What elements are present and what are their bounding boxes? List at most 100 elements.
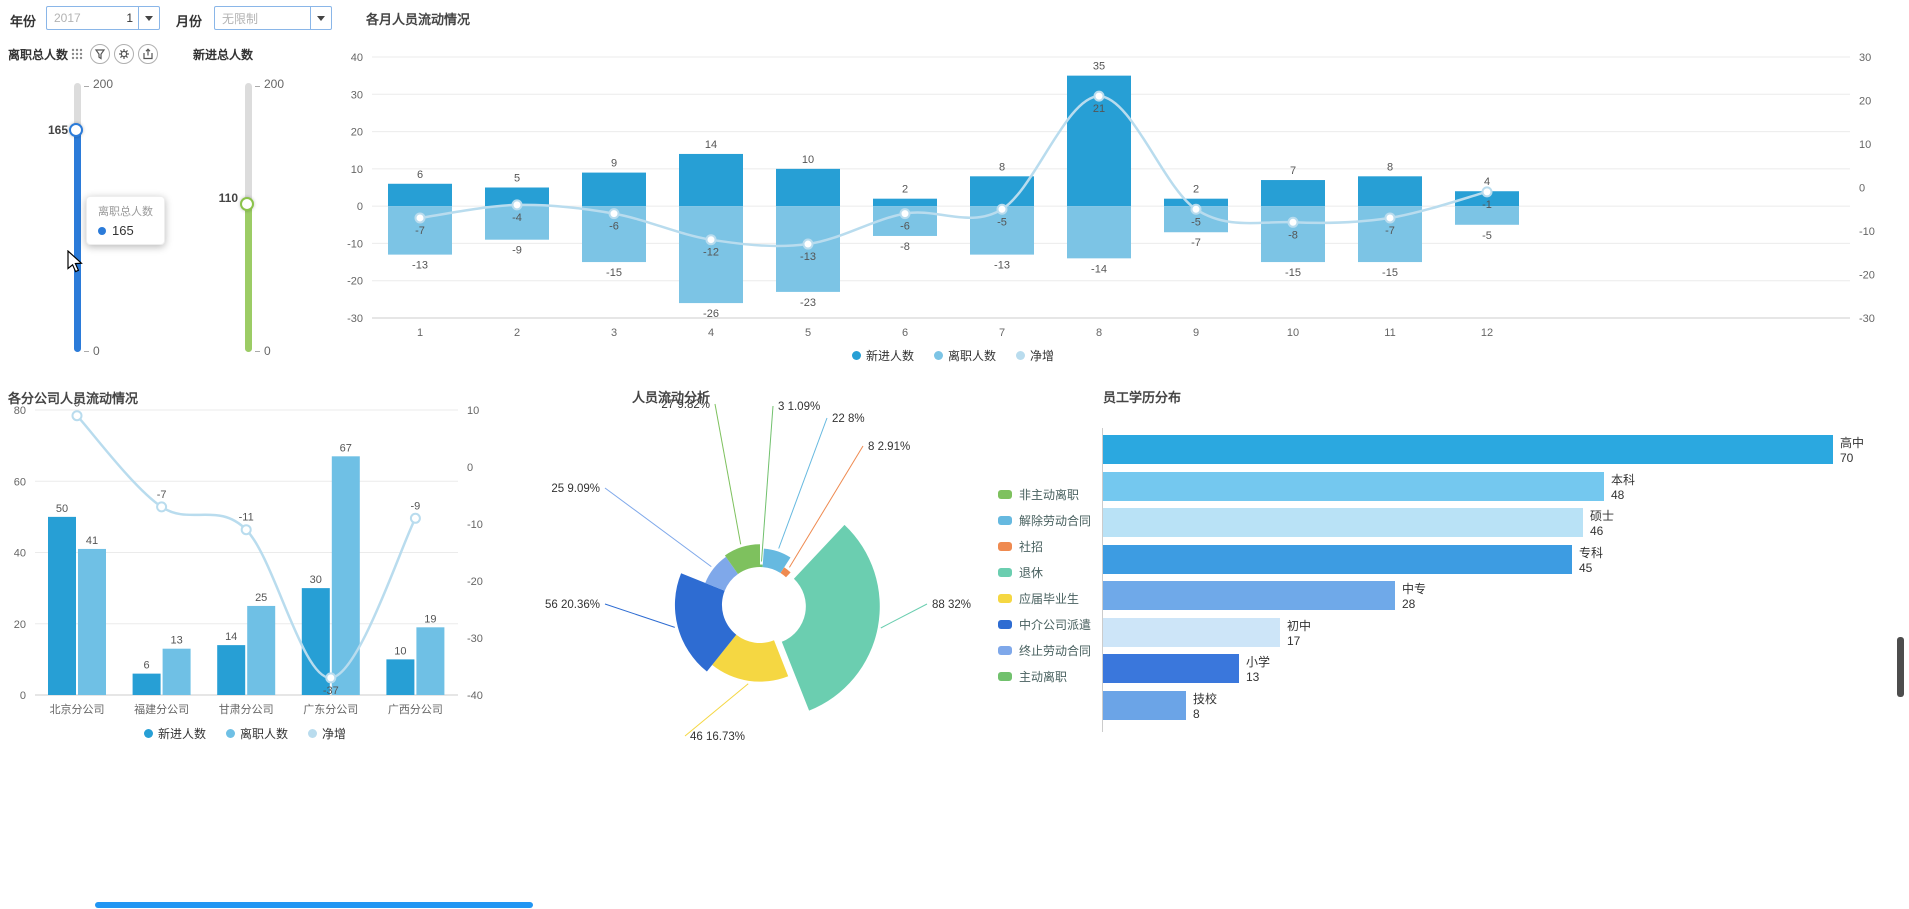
bar-leave[interactable] [679, 206, 743, 304]
legend-item-终止劳动合同[interactable]: 终止劳动合同 [998, 642, 1091, 659]
bar-hire[interactable] [1164, 198, 1228, 207]
legend-item-解除劳动合同[interactable]: 解除劳动合同 [998, 512, 1091, 529]
pie-slice-中介公司派遣[interactable] [674, 573, 737, 672]
edu-bar-初中[interactable] [1103, 617, 1280, 647]
legend-label: 解除劳动合同 [1019, 514, 1092, 528]
net-line-point[interactable] [1481, 186, 1493, 198]
edu-bar-小学[interactable] [1103, 654, 1239, 683]
bar-leave[interactable] [1455, 206, 1519, 225]
monthly-chart-canvas: 403020100-10-20-303020100-10-20-3016-132… [347, 52, 1875, 339]
bar-leave[interactable] [1067, 206, 1131, 259]
net-line-point[interactable] [1287, 216, 1299, 228]
net-line-point[interactable] [1190, 203, 1202, 215]
bar-hire[interactable] [386, 659, 415, 695]
legend-item-新进人数[interactable]: 新进人数 [143, 725, 206, 742]
month-dropdown-button[interactable] [310, 7, 331, 29]
edu-bar-技校[interactable] [1103, 690, 1186, 720]
net-line-point[interactable] [608, 208, 620, 220]
legend-marker [998, 594, 1012, 603]
bar-leave[interactable] [485, 206, 549, 240]
bar-leave[interactable] [416, 627, 445, 695]
bar-hire[interactable] [970, 176, 1034, 207]
edu-bar-本科[interactable] [1103, 471, 1604, 501]
pie-label-line [761, 405, 774, 562]
leave-slider-handle[interactable] [69, 123, 83, 137]
net-line-point[interactable] [705, 234, 717, 246]
chart-text: 5 [514, 173, 520, 185]
bar-hire[interactable] [679, 153, 743, 207]
edu-bar-硕士[interactable] [1103, 508, 1583, 537]
legend-item-中介公司派遣[interactable]: 中介公司派遣 [998, 616, 1091, 633]
chart-text: 6 [417, 169, 423, 181]
horizontal-scrollbar-thumb[interactable] [95, 902, 533, 908]
bar-hire[interactable] [1358, 176, 1422, 207]
vertical-scrollbar-thumb[interactable] [1897, 637, 1904, 697]
bar-hire[interactable] [1261, 180, 1325, 207]
chevron-down-icon [145, 15, 153, 21]
edu-bar-高中[interactable] [1103, 435, 1833, 464]
net-line-point[interactable] [1093, 90, 1105, 102]
edu-bar-中专[interactable] [1103, 581, 1395, 610]
legend-item-社招[interactable]: 社招 [998, 538, 1091, 555]
net-line-point[interactable] [1384, 212, 1396, 224]
pie-slice-社招[interactable] [780, 567, 791, 578]
legend-item-新进人数[interactable]: 新进人数 [851, 347, 914, 364]
bar-leave[interactable] [162, 648, 191, 695]
bar-leave[interactable] [78, 548, 106, 695]
legend-item-应届毕业生[interactable]: 应届毕业生 [998, 590, 1091, 607]
chart-text: 46 16.73% [690, 731, 745, 743]
bar-hire[interactable] [48, 516, 76, 695]
hire-slider-handle[interactable] [240, 197, 254, 211]
chart-text: -37 [323, 685, 339, 697]
net-line-point[interactable] [414, 212, 426, 224]
legend-item-离职人数[interactable]: 离职人数 [933, 347, 996, 364]
legend-item-离职人数[interactable]: 离职人数 [225, 725, 288, 742]
chart-text: 40 [351, 52, 363, 64]
year-select[interactable]: 2017 1 [46, 6, 160, 30]
month-select[interactable]: 无限制 [214, 6, 332, 30]
legend-item-净增[interactable]: 净增 [308, 725, 346, 742]
bar-leave[interactable] [247, 605, 276, 695]
legend-item-主动离职[interactable]: 主动离职 [998, 668, 1091, 685]
net-line-point[interactable] [899, 208, 911, 220]
chart-text: 10 [802, 154, 814, 166]
legend-item-净增[interactable]: 净增 [1016, 347, 1054, 364]
bar-hire[interactable] [485, 187, 549, 207]
edu-bar-label: 小学 13 [1246, 655, 1271, 684]
net-line-point[interactable] [511, 199, 523, 211]
export-icon[interactable] [138, 44, 158, 64]
pie-slice-退休[interactable] [781, 524, 880, 711]
legend-item-非主动离职[interactable]: 非主动离职 [998, 486, 1091, 503]
filter-icon[interactable] [90, 44, 110, 64]
bar-leave[interactable] [1261, 206, 1325, 263]
net-line-point[interactable] [996, 203, 1008, 215]
bar-hire[interactable] [582, 172, 646, 207]
pie-label-line [778, 417, 828, 549]
year-dropdown-button[interactable] [138, 7, 159, 29]
bar-hire[interactable] [217, 645, 246, 695]
chart-text: 20 [351, 127, 363, 139]
pie-slice-解除劳动合同[interactable] [762, 548, 791, 573]
drag-handle-icon[interactable] [70, 47, 86, 63]
net-line-point[interactable] [71, 410, 83, 422]
bar-hire[interactable] [388, 183, 452, 207]
bar-leave[interactable] [331, 456, 360, 695]
edu-bar-专科[interactable] [1103, 544, 1572, 574]
bar-hire[interactable] [776, 168, 840, 207]
bar-hire[interactable] [132, 673, 161, 695]
year-select-value: 1 [126, 11, 133, 25]
bar-hire[interactable] [1455, 191, 1519, 207]
pie-slice-应届毕业生[interactable] [712, 634, 789, 682]
net-line-point[interactable] [325, 672, 337, 684]
hire-slider-max: 200 [264, 77, 285, 91]
legend-item-退休[interactable]: 退休 [998, 564, 1091, 581]
net-line-point[interactable] [802, 238, 814, 250]
net-line-point[interactable] [240, 524, 252, 536]
net-line-point[interactable] [156, 501, 168, 513]
pie-slice-非主动离职[interactable] [724, 544, 760, 574]
bar-hire[interactable] [873, 198, 937, 207]
gear-icon[interactable] [114, 44, 134, 64]
pie-slice-主动离职[interactable] [760, 564, 763, 568]
net-line-point[interactable] [409, 512, 421, 524]
pie-slice-终止劳动合同[interactable] [705, 556, 738, 591]
